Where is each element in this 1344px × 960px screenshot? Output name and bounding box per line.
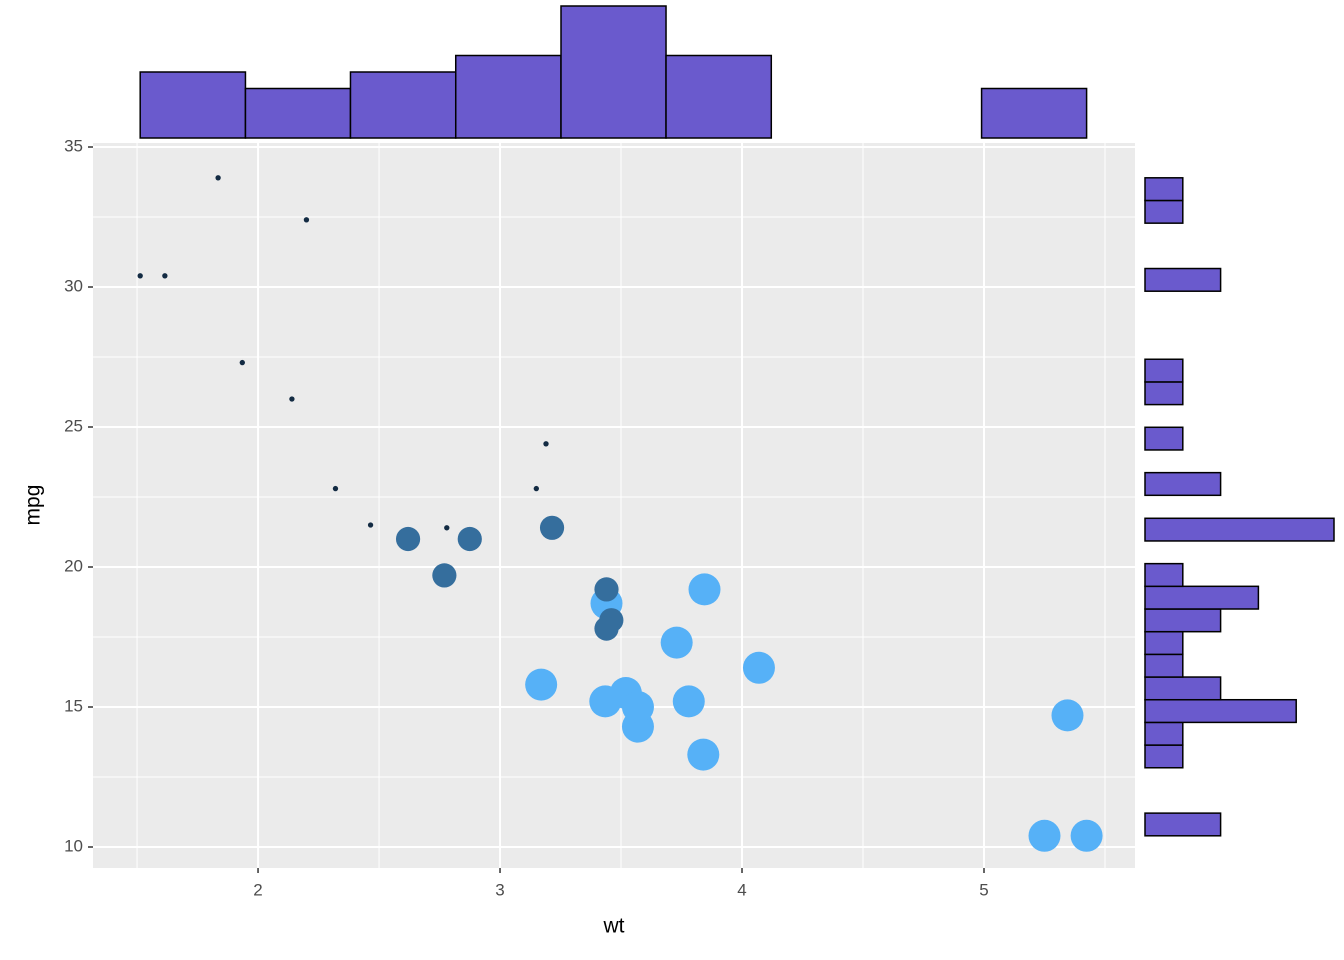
- histogram-bar: [1144, 177, 1184, 202]
- point: [395, 526, 421, 552]
- histogram-bar: [1144, 630, 1184, 656]
- histogram-bar: [1144, 267, 1222, 292]
- point: [688, 573, 721, 606]
- y-tick-label: 10: [64, 836, 83, 855]
- point: [1028, 819, 1061, 852]
- point: [432, 563, 457, 588]
- histogram-bar: [1144, 381, 1184, 406]
- histogram-bar: [665, 54, 773, 139]
- y-tick-label: 20: [64, 556, 83, 575]
- histogram-bar: [1144, 608, 1222, 633]
- point: [162, 273, 168, 279]
- point: [1070, 819, 1103, 852]
- y-tick-label: 30: [64, 276, 83, 295]
- point: [332, 485, 339, 492]
- point: [525, 668, 558, 701]
- point: [672, 685, 705, 718]
- histogram-bar: [1144, 426, 1184, 451]
- x-axis-title: wt: [603, 915, 625, 938]
- histogram-bar: [980, 87, 1088, 139]
- point: [444, 525, 450, 531]
- point: [1051, 699, 1084, 732]
- histogram-bar: [454, 54, 562, 139]
- histogram-bar: [349, 71, 457, 139]
- panel-background: [93, 143, 1135, 868]
- point: [215, 175, 221, 181]
- point: [660, 626, 693, 659]
- point: [742, 651, 775, 684]
- x-tick-label: 3: [495, 880, 504, 899]
- point: [687, 738, 720, 771]
- point: [594, 577, 619, 602]
- y-tick-label: 25: [64, 416, 83, 435]
- point: [303, 217, 310, 223]
- x-tick-label: 2: [253, 880, 262, 899]
- point: [589, 685, 622, 718]
- point: [543, 441, 549, 447]
- y-axis-title: mpg: [22, 485, 45, 526]
- histogram-bar: [1144, 676, 1222, 701]
- point: [367, 522, 374, 528]
- y-tick-label: 15: [64, 696, 83, 715]
- y-tick-label: 35: [64, 136, 83, 155]
- point: [457, 526, 482, 552]
- histogram-bar: [1144, 562, 1184, 588]
- histogram-bar: [1144, 517, 1335, 542]
- histogram-bar: [1144, 585, 1260, 610]
- point: [289, 396, 295, 402]
- histogram-bar: [139, 71, 247, 139]
- point: [239, 359, 245, 366]
- histogram-bar: [1144, 199, 1184, 224]
- point: [594, 616, 619, 641]
- point: [533, 485, 539, 492]
- histogram-bar: [1144, 721, 1184, 746]
- histogram-bar: [1144, 471, 1222, 497]
- histogram-bar: [1144, 698, 1297, 724]
- histogram-bar: [1144, 653, 1184, 678]
- histogram-bar: [560, 5, 667, 139]
- x-tick-label: 4: [737, 880, 746, 899]
- histogram-bar: [1144, 358, 1184, 383]
- point: [137, 273, 143, 279]
- point: [539, 515, 565, 540]
- histogram-bar: [244, 87, 352, 139]
- point: [621, 691, 654, 724]
- histogram-bar: [1144, 744, 1184, 769]
- histogram-bar: [1144, 812, 1222, 837]
- x-tick-label: 5: [979, 880, 988, 899]
